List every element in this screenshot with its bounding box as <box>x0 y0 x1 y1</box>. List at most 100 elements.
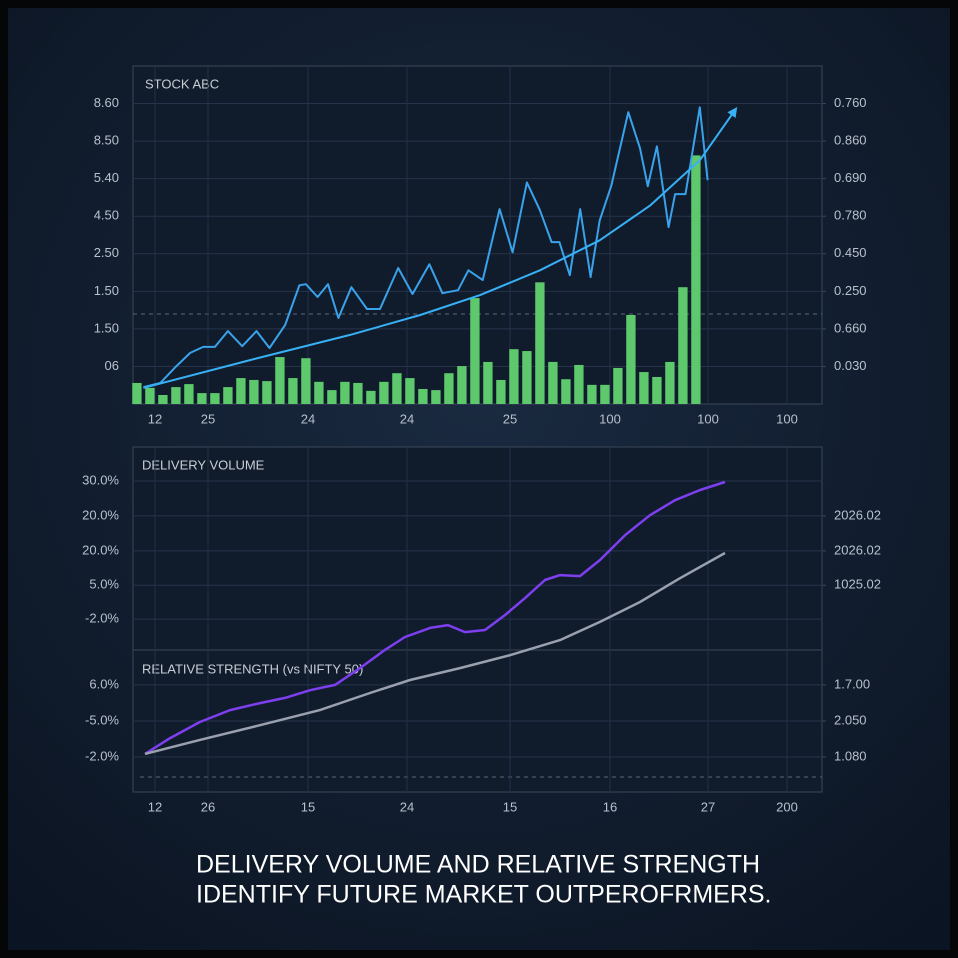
caption: IDENTIFY FUTURE MARKET OUTPEROFRMERS. <box>196 881 772 909</box>
bar <box>561 379 571 404</box>
y-tick-label: 5.0% <box>89 577 119 592</box>
bar <box>405 378 415 404</box>
x-tick-label: 15 <box>301 799 315 814</box>
y2-tick-label: 0.660 <box>834 320 867 335</box>
bar <box>184 384 194 404</box>
y-tick-label: 20.0% <box>82 542 119 557</box>
y2-tick-label: 1025.02 <box>834 577 881 592</box>
bar <box>418 388 428 404</box>
y2-tick-label: 0.860 <box>834 133 867 148</box>
bar <box>249 379 259 404</box>
x-tick-label: 100 <box>697 411 719 426</box>
plot-layer: 8.60 8.50 5.40 4.50 2.50 1.50 1.50 06 0.760 0.860… <box>82 66 881 814</box>
bar <box>340 381 350 404</box>
panel-subtitle: RELATIVE STRENGTH (vs NIFTY 50) <box>142 661 363 676</box>
bar <box>236 378 246 404</box>
x-tick-label: 25 <box>201 411 215 426</box>
line-series <box>143 106 709 389</box>
caption: DELIVERY VOLUME AND RELATIVE STRENGTH <box>196 851 760 879</box>
bar <box>288 378 298 404</box>
x-tick-label: 24 <box>400 799 414 814</box>
bar <box>223 387 233 404</box>
bar <box>262 381 272 404</box>
y2-tick-label: 2.050 <box>834 712 867 727</box>
x-tick-label: 100 <box>599 411 621 426</box>
y-tick-label: 06 <box>105 358 119 373</box>
bar <box>210 393 220 404</box>
x-tick-label: 25 <box>503 411 517 426</box>
line-series <box>144 480 726 755</box>
bar <box>158 394 168 404</box>
y-tick-label: 1.50 <box>94 320 119 335</box>
y-tick-label: 8.50 <box>94 133 119 148</box>
y2-tick-label: 0.690 <box>834 170 867 185</box>
bar <box>132 382 142 404</box>
y-tick-label: 30.0% <box>82 472 119 487</box>
x-tick-label: 15 <box>503 799 517 814</box>
bar <box>509 349 519 404</box>
bar <box>548 361 558 404</box>
bar <box>457 366 467 404</box>
y-tick-label: -5.0% <box>85 712 119 727</box>
bar <box>587 384 597 404</box>
bar <box>639 372 649 404</box>
line-series <box>144 551 726 756</box>
bar <box>171 387 181 404</box>
bar <box>613 367 623 404</box>
bar <box>314 381 324 404</box>
bar <box>275 357 285 404</box>
bar <box>327 390 337 404</box>
line-series <box>143 107 738 389</box>
y-tick-label: -2.0% <box>85 611 119 626</box>
x-tick-label: 24 <box>301 411 315 426</box>
y2-tick-label: 2026.02 <box>834 542 881 557</box>
y-tick-label: 2.50 <box>94 245 119 260</box>
bar <box>652 376 662 404</box>
panel-title: DELIVERY VOLUME <box>142 457 265 472</box>
bar <box>145 387 155 404</box>
x-tick-label: 100 <box>776 411 798 426</box>
y-tick-label: -2.0% <box>85 748 119 763</box>
bar <box>600 384 610 404</box>
bar <box>379 381 389 404</box>
y-tick-label: 8.60 <box>94 95 119 110</box>
y-tick-label: 1.50 <box>94 283 119 298</box>
y-tick-label: 4.50 <box>94 208 119 223</box>
x-tick-label: 16 <box>603 799 617 814</box>
bar <box>522 351 532 404</box>
x-tick-label: 12 <box>148 799 162 814</box>
y-tick-label: 6.0% <box>89 676 119 691</box>
y2-tick-label: 1.7.00 <box>834 676 870 691</box>
bar <box>366 390 376 404</box>
x-tick-label: 200 <box>776 799 798 814</box>
bar <box>678 287 688 404</box>
y-tick-label: 20.0% <box>82 507 119 522</box>
y2-tick-label: 1.080 <box>834 748 867 763</box>
bar <box>496 379 506 404</box>
y2-tick-label: 0.780 <box>834 208 867 223</box>
y2-tick-label: 2026.02 <box>834 507 881 522</box>
bar <box>392 373 402 404</box>
x-tick-label: 27 <box>701 799 715 814</box>
bar <box>626 314 636 404</box>
x-tick-label: 26 <box>201 799 215 814</box>
panel-title: STOCK ABC <box>145 76 219 91</box>
bar <box>535 282 545 404</box>
bar <box>353 382 363 404</box>
bar <box>574 364 584 404</box>
y2-tick-label: 0.030 <box>834 358 867 373</box>
y2-tick-label: 0.450 <box>834 245 867 260</box>
bar <box>444 373 454 404</box>
bar <box>197 393 207 404</box>
bar <box>431 390 441 404</box>
bar <box>470 298 480 404</box>
x-tick-label: 12 <box>148 411 162 426</box>
y2-tick-label: 0.250 <box>834 283 867 298</box>
x-tick-label: 24 <box>400 411 414 426</box>
bar <box>665 361 675 404</box>
y-tick-label: 5.40 <box>94 170 119 185</box>
bar <box>691 155 701 404</box>
y2-tick-label: 0.760 <box>834 95 867 110</box>
